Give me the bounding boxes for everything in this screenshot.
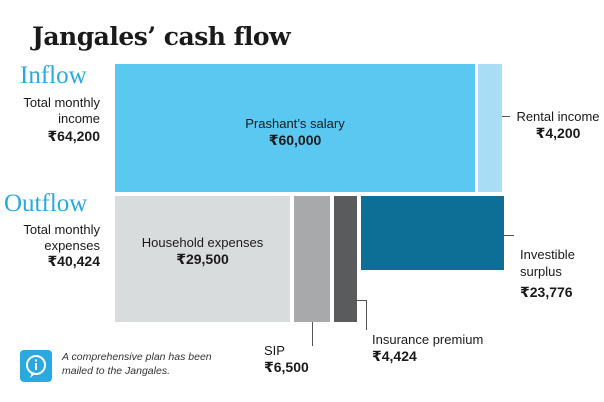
sip-leader	[312, 322, 313, 346]
surplus-label: Investible surplus	[520, 247, 575, 279]
insurance-leader-v	[366, 300, 367, 330]
sip-value: ₹6,500	[264, 359, 309, 375]
outflow-total-label: Total monthly expenses	[23, 222, 100, 253]
insurance-callout: Insurance premium ₹4,424	[372, 332, 502, 364]
outflow-heading: Outflow	[4, 190, 88, 217]
inflow-heading: Inflow	[20, 62, 87, 89]
rental-value: ₹4,200	[535, 125, 581, 141]
footnote: A comprehensive plan has been mailed to …	[62, 351, 212, 377]
block-prashants-salary: Prashant’s salary ₹60,000	[115, 64, 475, 192]
sip-label: SIP	[264, 343, 285, 358]
salary-value: ₹60,000	[268, 132, 322, 148]
inflow-total-label: Total monthly income	[23, 95, 100, 126]
block-investible-surplus	[361, 196, 504, 270]
rental-callout: Rental income ₹4,200	[512, 109, 604, 141]
insurance-leader-h	[356, 300, 366, 301]
outflow-total-value: ₹40,424	[47, 253, 100, 269]
rental-label: Rental income	[516, 109, 600, 124]
surplus-value: ₹23,776	[520, 284, 573, 300]
insurance-value: ₹4,424	[372, 348, 417, 364]
household-label: Household expenses	[141, 235, 264, 250]
block-insurance-premium	[334, 196, 357, 322]
info-icon	[20, 350, 52, 382]
sip-callout: SIP ₹6,500	[264, 343, 334, 375]
salary-label: Prashant’s salary	[245, 116, 345, 131]
chart-title: Jangales’ cash flow	[32, 22, 291, 51]
block-rental-income	[478, 64, 502, 192]
rental-leader	[502, 116, 510, 117]
block-household-expenses: Household expenses ₹29,500	[115, 196, 290, 322]
surplus-callout: Investible surplus ₹23,776	[520, 246, 604, 301]
inflow-total-value: ₹64,200	[47, 128, 100, 144]
insurance-label: Insurance premium	[372, 332, 484, 347]
block-sip	[294, 196, 330, 322]
household-value: ₹29,500	[176, 251, 229, 267]
surplus-leader	[504, 235, 514, 236]
